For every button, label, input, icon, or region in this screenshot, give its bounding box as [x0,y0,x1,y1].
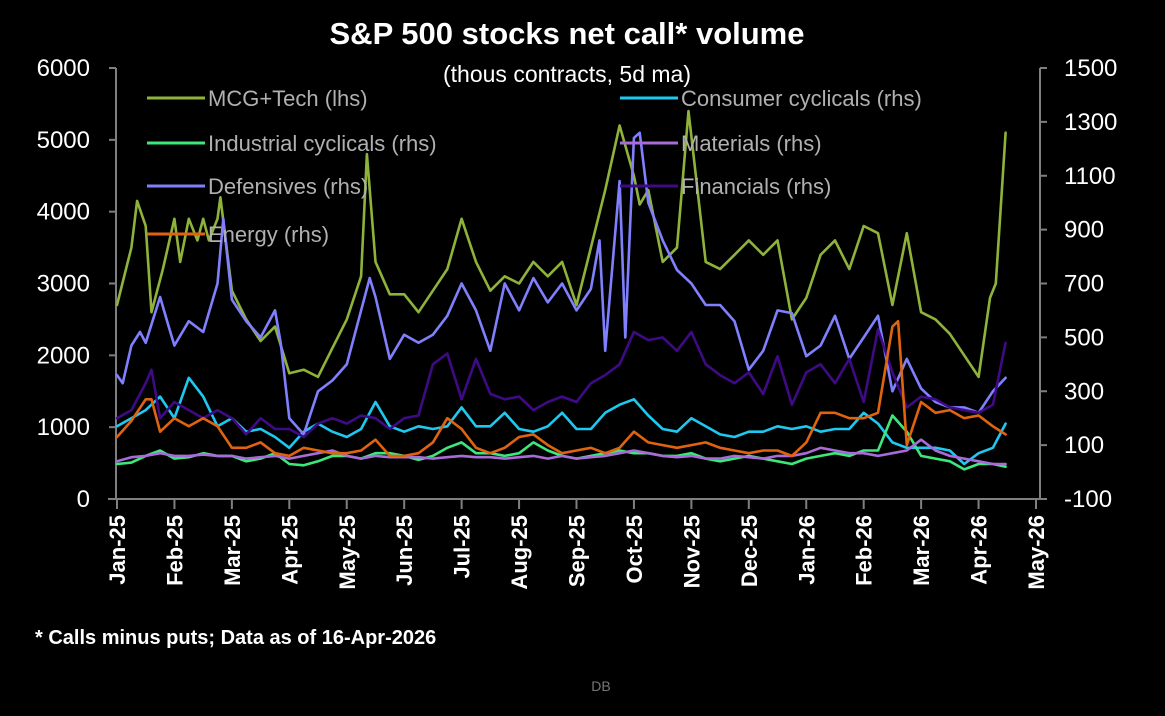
right-tick-label: 700 [1064,271,1104,298]
x-tick-label: Mar-25 [220,515,245,586]
series-line-industrial-cyclicals-rhs [115,414,1007,471]
x-tick-label: Apr-26 [967,515,992,585]
right-tick-label: 1300 [1064,109,1117,136]
x-tick-label: Feb-26 [852,515,877,586]
series-line-materials-rhs [115,438,1007,466]
legend-label: Defensives (rhs) [208,174,368,199]
x-tick-label: Sep-25 [565,515,590,587]
right-tick-label: 1100 [1064,163,1116,190]
left-tick-label: 0 [77,486,90,513]
x-tick-label: Nov-25 [679,515,704,588]
x-tick-label: Jul-25 [450,515,475,579]
chart-subtitle: (thous contracts, 5d ma) [443,61,691,87]
legend-label: Consumer cyclicals (rhs) [681,86,922,111]
x-tick-label: May-25 [335,515,360,590]
right-tick-label: -100 [1064,486,1112,513]
series-lines [115,109,1007,471]
right-tick-label: 1500 [1064,55,1117,82]
x-tick-label: Jun-25 [392,515,417,586]
left-tick-label: 4000 [37,199,90,226]
legend-label: Energy (rhs) [208,222,329,247]
x-tick-label: Jan-26 [794,515,819,585]
x-tick-label: May-26 [1024,515,1049,590]
footnote: * Calls minus puts; Data as of 16-Apr-20… [35,627,436,649]
left-tick-label: 1000 [37,414,90,441]
right-tick-label: 300 [1064,378,1104,405]
left-tick-label: 3000 [37,271,90,298]
x-tick-label: Jan-25 [105,515,130,585]
left-tick-label: 5000 [37,127,90,154]
x-tick-label: Mar-26 [909,515,934,586]
x-tick-label: Feb-25 [162,515,187,586]
series-line-energy-rhs [115,319,1007,458]
left-tick-label: 2000 [37,342,90,369]
legend-label: Materials (rhs) [681,131,822,156]
series-line-financials-rhs [115,327,1007,439]
series-line-defensives-rhs [115,131,1007,436]
right-tick-label: 900 [1064,217,1104,244]
legend-label: MCG+Tech (lhs) [208,86,368,111]
x-tick-label: Apr-25 [277,515,302,585]
series-line-mcg-tech-lhs [115,109,1007,379]
legend-label: Financials (rhs) [681,174,831,199]
x-tick-label: Dec-25 [737,515,762,587]
x-tick-label: Oct-25 [622,515,647,583]
x-tick-label: Aug-25 [507,515,532,590]
source-label: DB [591,678,610,694]
right-tick-label: 500 [1064,324,1104,351]
axes: 0 1000 2000 3000 4000 5000 6000 -100 100 300 500 70… [37,55,1118,590]
chart-title: S&P 500 stocks net call* volume [330,16,805,51]
legend: MCG+Tech (lhs) Industrial cyclicals (rhs)… [147,86,922,247]
right-tick-label: 100 [1064,432,1104,459]
legend-label: Industrial cyclicals (rhs) [208,131,437,156]
left-tick-label: 6000 [37,55,90,82]
